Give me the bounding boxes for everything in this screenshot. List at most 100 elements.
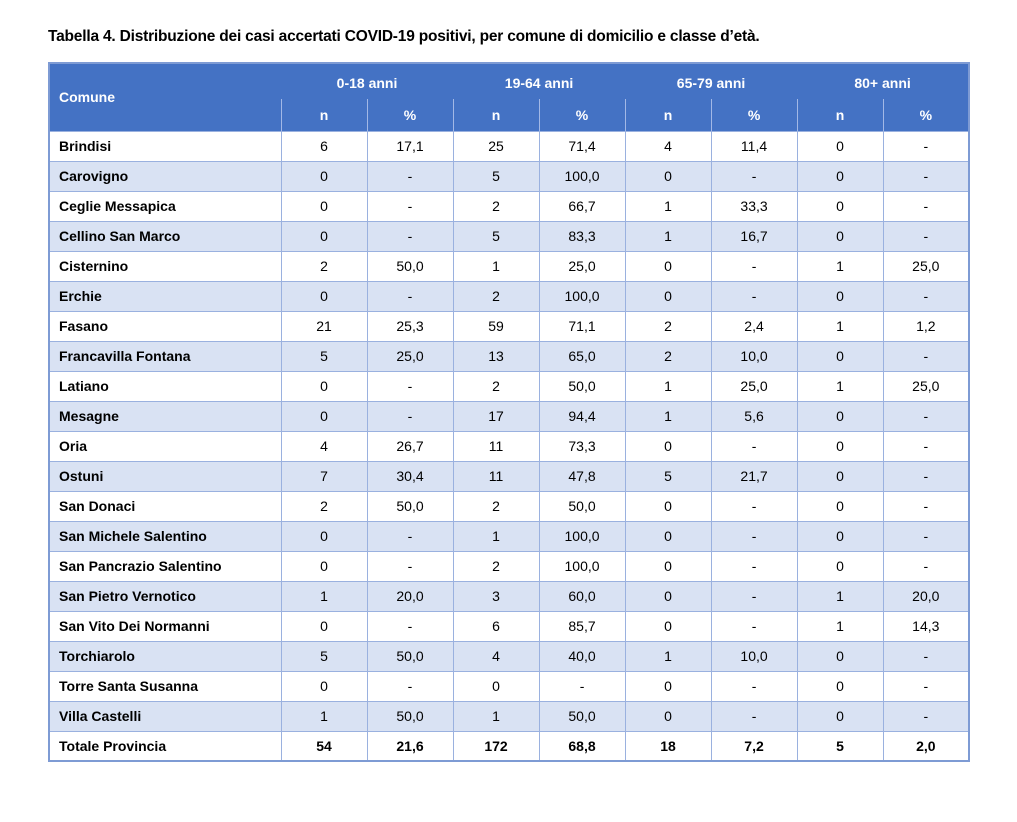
- value-cell: 25: [452, 130, 540, 162]
- value-cell: 1: [796, 580, 884, 612]
- value-cell: 0: [624, 520, 712, 552]
- value-cell: -: [366, 280, 454, 312]
- value-cell: 21,7: [710, 460, 798, 492]
- value-cell: 68,8: [538, 730, 626, 762]
- value-cell: 0: [624, 490, 712, 522]
- comune-cell: Brindisi: [48, 130, 282, 162]
- value-cell: 2: [280, 490, 368, 522]
- value-cell: 1: [796, 370, 884, 402]
- value-cell: 5: [624, 460, 712, 492]
- table-row: San Pancrazio Salentino 0-2 100,0 0-0-: [48, 550, 970, 582]
- value-cell: 0: [624, 280, 712, 312]
- value-cell: -: [710, 280, 798, 312]
- value-cell: 1: [624, 640, 712, 672]
- table-row: Brindisi 6 17,1 25 71,4 4 11,4 0-: [48, 130, 970, 162]
- value-cell: 25,0: [538, 250, 626, 282]
- value-cell: 0: [280, 520, 368, 552]
- value-cell: 5: [280, 340, 368, 372]
- value-cell: 85,7: [538, 610, 626, 642]
- value-cell: -: [366, 160, 454, 192]
- value-cell: -: [882, 700, 970, 732]
- value-cell: 0: [624, 580, 712, 612]
- value-cell: 0: [624, 430, 712, 462]
- value-cell: 0: [280, 280, 368, 312]
- value-cell: -: [710, 250, 798, 282]
- value-cell: 2: [280, 250, 368, 282]
- header-sub-row: n % n % n % n %: [49, 99, 970, 132]
- value-cell: 65,0: [538, 340, 626, 372]
- value-cell: 71,4: [538, 130, 626, 162]
- comune-cell: Erchie: [48, 280, 282, 312]
- value-cell: 0: [796, 550, 884, 582]
- comune-cell: Torre Santa Susanna: [48, 670, 282, 702]
- value-cell: 21: [280, 310, 368, 342]
- value-cell: 20,0: [882, 580, 970, 612]
- value-cell: 0: [624, 160, 712, 192]
- value-cell: -: [882, 430, 970, 462]
- value-cell: 100,0: [538, 160, 626, 192]
- value-cell: 4: [624, 130, 712, 162]
- value-cell: 1: [796, 610, 884, 642]
- value-cell: 17,1: [366, 130, 454, 162]
- table-row: Torchiarolo 5 50,0 4 40,0 1 10,0 0-: [48, 640, 970, 672]
- value-cell: 172: [452, 730, 540, 762]
- value-cell: 0: [624, 250, 712, 282]
- value-cell: 21,6: [366, 730, 454, 762]
- value-cell: 1,2: [882, 310, 970, 342]
- value-cell: 2: [452, 280, 540, 312]
- comune-cell: Torchiarolo: [48, 640, 282, 672]
- value-cell: 0: [624, 610, 712, 642]
- value-cell: 33,3: [710, 190, 798, 222]
- value-cell: -: [710, 160, 798, 192]
- subheader-n-65-79: n: [624, 99, 712, 132]
- value-cell: 73,3: [538, 430, 626, 462]
- table-row: Villa Castelli 1 50,0 1 50,0 0-0-: [48, 700, 970, 732]
- value-cell: 0: [796, 160, 884, 192]
- value-cell: 2,4: [710, 310, 798, 342]
- value-cell: 2: [452, 550, 540, 582]
- value-cell: 0: [280, 670, 368, 702]
- comune-cell: Francavilla Fontana: [48, 340, 282, 372]
- comune-cell: Totale Provincia: [48, 730, 282, 762]
- value-cell: 1: [624, 220, 712, 252]
- value-cell: 0: [796, 460, 884, 492]
- comune-cell: Cellino San Marco: [48, 220, 282, 252]
- value-cell: 50,0: [366, 640, 454, 672]
- value-cell: -: [710, 490, 798, 522]
- value-cell: 5: [452, 220, 540, 252]
- value-cell: 50,0: [538, 700, 626, 732]
- value-cell: 0: [796, 430, 884, 462]
- subheader-pct-65-79: %: [710, 99, 798, 132]
- value-cell: 2: [452, 370, 540, 402]
- value-cell: 1: [624, 370, 712, 402]
- value-cell: 60,0: [538, 580, 626, 612]
- value-cell: 0: [280, 400, 368, 432]
- table-row: Oria 4 26,7 11 73,3 0-0-: [48, 430, 970, 462]
- table-row: Latiano 0-2 50,0 1 25,0 1 25,0: [48, 370, 970, 402]
- column-group-0-18-anni: 0-18 anni: [281, 63, 454, 99]
- comune-cell: San Pancrazio Salentino: [48, 550, 282, 582]
- comune-cell: San Pietro Vernotico: [48, 580, 282, 612]
- comune-cell: San Donaci: [48, 490, 282, 522]
- value-cell: 0: [796, 640, 884, 672]
- value-cell: 6: [280, 130, 368, 162]
- table-row: Fasano 21 25,3 59 71,1 2 2,4 1 1,2: [48, 310, 970, 342]
- value-cell: 0: [280, 220, 368, 252]
- value-cell: 6: [452, 610, 540, 642]
- value-cell: -: [366, 610, 454, 642]
- value-cell: 94,4: [538, 400, 626, 432]
- value-cell: 11: [452, 460, 540, 492]
- table-row: San Michele Salentino 0-1 100,0 0-0-: [48, 520, 970, 552]
- value-cell: 18: [624, 730, 712, 762]
- value-cell: -: [366, 190, 454, 222]
- value-cell: -: [882, 520, 970, 552]
- table-row: Mesagne 0-17 94,4 1 5,6 0-: [48, 400, 970, 432]
- value-cell: 1: [452, 250, 540, 282]
- value-cell: 0: [796, 700, 884, 732]
- value-cell: 30,4: [366, 460, 454, 492]
- table-row: Erchie 0-2 100,0 0-0-: [48, 280, 970, 312]
- table-title: Tabella 4. Distribuzione dei casi accert…: [48, 28, 760, 45]
- value-cell: -: [710, 700, 798, 732]
- value-cell: 0: [796, 130, 884, 162]
- value-cell: 1: [796, 250, 884, 282]
